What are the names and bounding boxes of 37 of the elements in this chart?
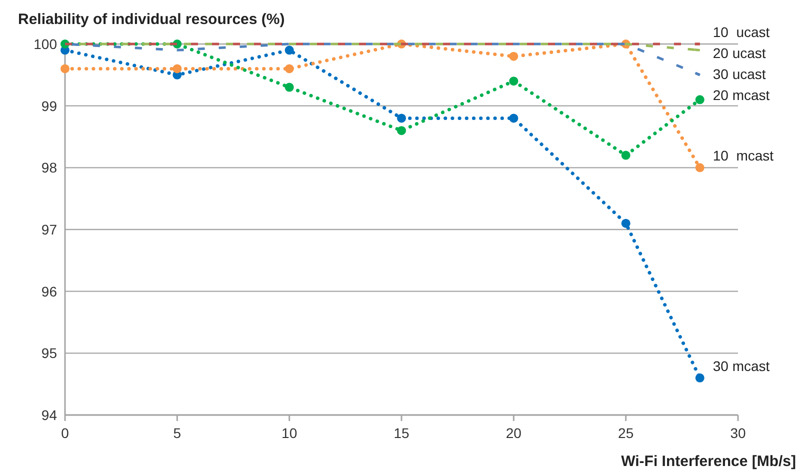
point (397, 126, 406, 136)
y-tick-label: 96 (41, 283, 58, 300)
point (509, 52, 518, 61)
series-label: 30 mcast (712, 358, 770, 374)
series-label: 30 ucast (712, 66, 766, 82)
x-tick-label: 15 (394, 425, 410, 441)
y-tick-label: 94 (41, 407, 58, 423)
point (284, 46, 294, 55)
point (695, 373, 704, 382)
y-tick-label: 97 (41, 222, 58, 238)
point (695, 163, 704, 172)
series-label: 10 ucast (712, 24, 770, 40)
point (621, 150, 630, 160)
point (397, 114, 406, 123)
point (284, 82, 294, 92)
point (509, 114, 518, 123)
series-label: 10 mcast (712, 148, 774, 164)
legend-label: 20 ucast (712, 45, 766, 61)
point (695, 95, 704, 104)
point (172, 64, 182, 74)
x-tick-label: 20 (506, 425, 522, 441)
y-tick-label: 99 (41, 98, 58, 114)
x-tick-label: 30 (730, 425, 746, 441)
y-tick-label: 98 (41, 160, 58, 176)
x-tick-label: 5 (173, 425, 182, 441)
x-axis-title: Wi-Fi Interference [Mb/s] (621, 453, 796, 470)
point (60, 64, 70, 74)
point (509, 76, 518, 86)
point (621, 218, 630, 228)
chart-title: Reliability of individual resources (%) (18, 11, 285, 28)
y-tick-label: 100 (34, 36, 58, 52)
x-tick-label: 10 (282, 425, 298, 441)
series-label: 20 mcast (712, 87, 770, 103)
x-tick-label: 25 (618, 425, 634, 441)
x-tick-label: 0 (61, 425, 70, 441)
point (284, 64, 294, 74)
y-tick-label: 95 (41, 345, 58, 362)
